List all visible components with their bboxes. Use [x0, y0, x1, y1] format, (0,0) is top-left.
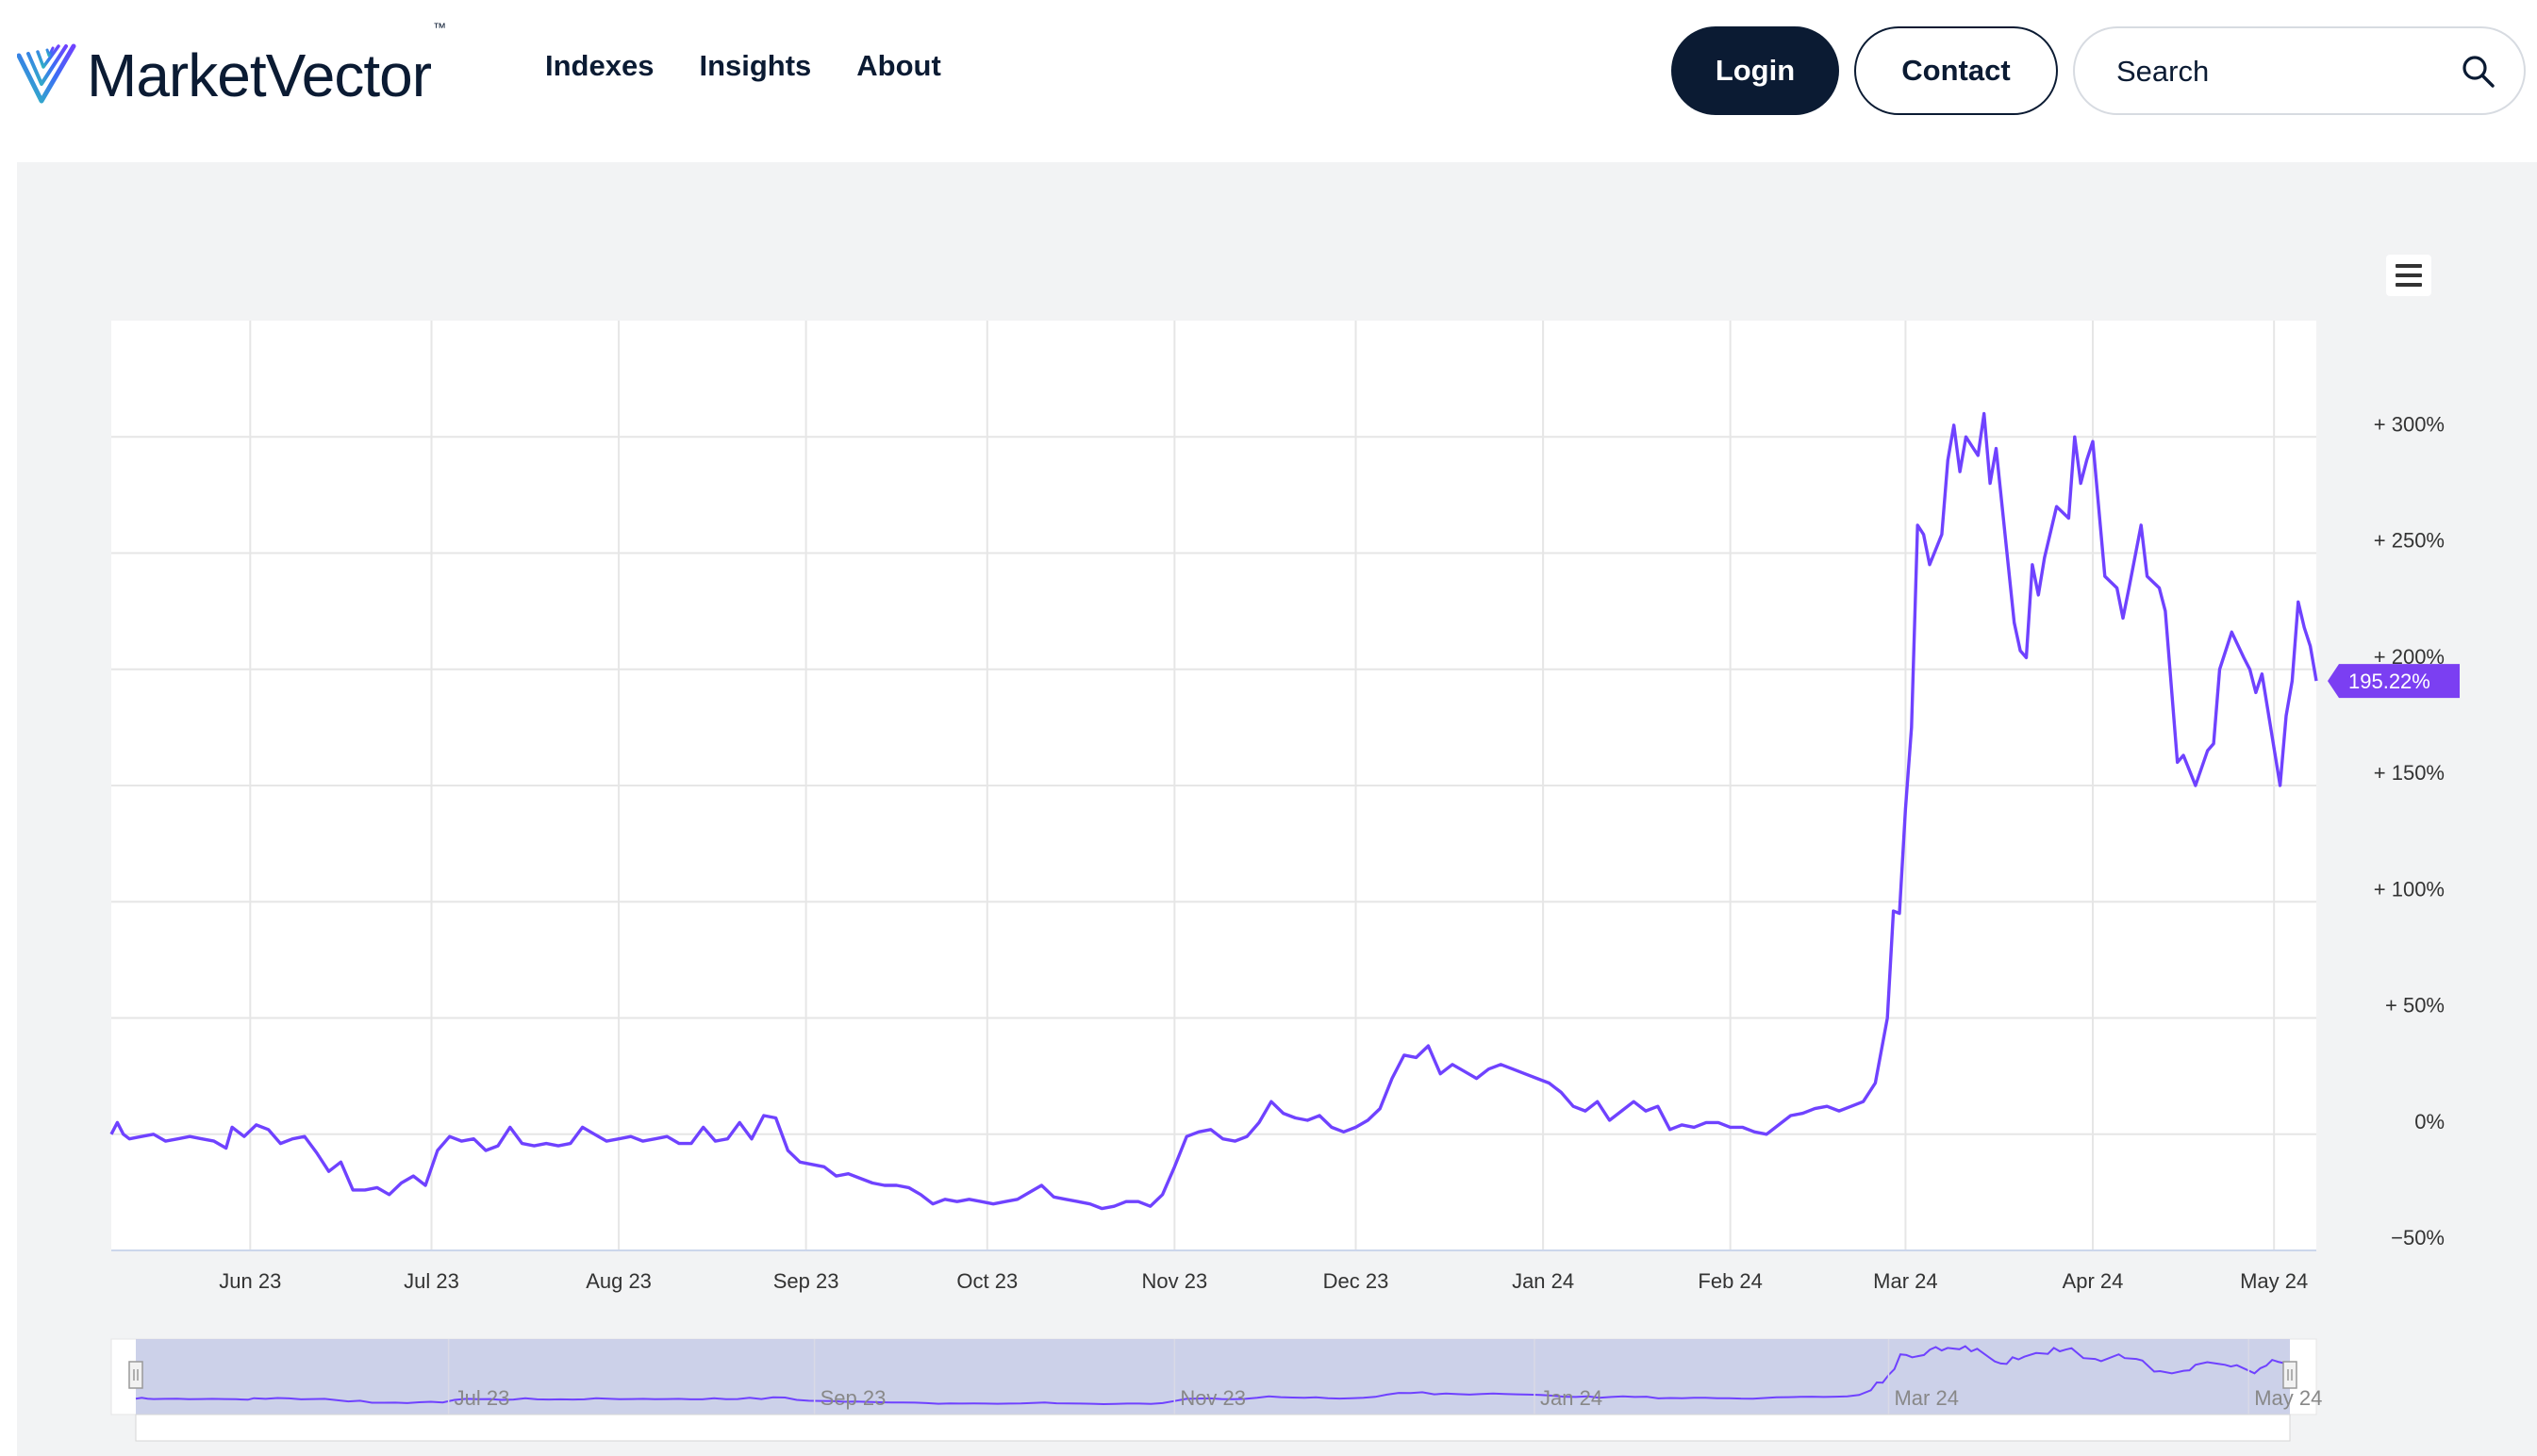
y-tick-label: + 250%	[2374, 529, 2445, 553]
x-tick-label: Jul 23	[404, 1269, 459, 1293]
navigator-tick-label: Jul 23	[455, 1386, 510, 1410]
y-tick-label: + 150%	[2374, 761, 2445, 785]
navigator-tick-label: Jan 24	[1540, 1386, 1602, 1410]
last-value-label: 195.22%	[2348, 670, 2430, 693]
x-tick-label: Sep 23	[773, 1269, 839, 1293]
x-tick-label: Mar 24	[1873, 1269, 1937, 1293]
navigator-tick-label: Sep 23	[821, 1386, 887, 1410]
x-tick-label: Aug 23	[586, 1269, 652, 1293]
brand-logo[interactable]: MarketVector™	[17, 20, 446, 113]
search-box[interactable]	[2073, 26, 2526, 115]
y-tick-label: 0%	[2414, 1110, 2445, 1133]
chart-export-menu-button[interactable]	[2386, 255, 2431, 296]
x-axis-tick-labels: Jun 23 Jul 23 Aug 23 Sep 23 Oct 23 Nov 23 Dec …	[219, 1269, 2308, 1293]
x-tick-label: Jun 23	[219, 1269, 281, 1293]
x-tick-label: Dec 23	[1323, 1269, 1389, 1293]
navigator-series-line	[135, 1345, 2291, 1406]
navigator-tick-labels: Jul 23 Sep 23 Nov 23 Jan 24 Mar 24 May 24	[447, 1339, 2322, 1415]
navigator-tick-label: Nov 23	[1180, 1386, 1246, 1410]
navigator-scrollbar[interactable]	[135, 1414, 2291, 1442]
top-navigation-bar: MarketVector™ Indexes Insights About Log…	[0, 0, 2537, 162]
x-tick-label: Nov 23	[1142, 1269, 1208, 1293]
y-tick-label: −50%	[2391, 1226, 2445, 1249]
login-button[interactable]: Login	[1671, 26, 1839, 115]
x-tick-label: May 24	[2240, 1269, 2308, 1293]
search-icon[interactable]	[2460, 53, 2497, 91]
brand-name: MarketVector™	[87, 20, 446, 109]
y-tick-label: + 100%	[2374, 877, 2445, 901]
nav-about[interactable]: About	[856, 49, 941, 82]
nav-insights[interactable]: Insights	[699, 49, 812, 82]
x-tick-label: Jan 24	[1512, 1269, 1574, 1293]
trademark-symbol: ™	[433, 20, 446, 35]
search-input[interactable]	[2114, 47, 2439, 96]
y-tick-label: + 50%	[2385, 994, 2445, 1018]
main-nav: Indexes Insights About	[545, 49, 941, 83]
nav-indexes[interactable]: Indexes	[545, 49, 655, 82]
series-line	[109, 411, 2318, 1211]
y-axis-tick-labels: −50%0%+ 50%+ 100%+ 150%+ 200%+ 250%+ 300…	[2374, 412, 2445, 1249]
contact-button[interactable]: Contact	[1854, 26, 2058, 115]
navigator-selection[interactable]	[136, 1339, 2290, 1415]
x-tick-label: Apr 24	[2063, 1269, 2124, 1293]
navigator-right-handle[interactable]	[2282, 1361, 2297, 1389]
navigator-left-handle[interactable]	[128, 1361, 143, 1389]
y-tick-label: + 300%	[2374, 412, 2445, 436]
navigator-tick-label: May 24	[2254, 1386, 2322, 1410]
navigator-tick-label: Mar 24	[1894, 1386, 1958, 1410]
x-tick-label: Oct 23	[956, 1269, 1018, 1293]
x-tick-label: Feb 24	[1698, 1269, 1763, 1293]
last-value-flag: 195.22%	[2328, 664, 2460, 699]
marketvector-logo-icon	[17, 43, 76, 104]
hamburger-menu-icon	[2396, 264, 2422, 268]
